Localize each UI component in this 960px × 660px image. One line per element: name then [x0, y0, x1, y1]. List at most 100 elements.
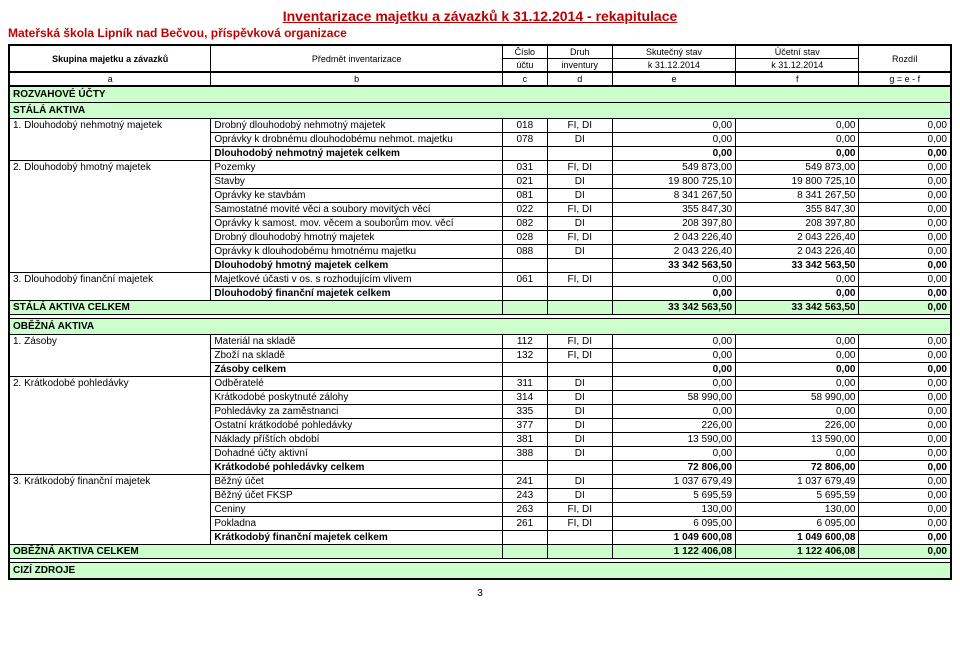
- row-f: 2 043 226,40: [736, 245, 859, 259]
- row-e: 0,00: [612, 335, 735, 349]
- row-f: 0,00: [736, 287, 859, 301]
- row-inv: DI: [547, 189, 612, 203]
- row-e: 72 806,00: [612, 461, 735, 475]
- row-g: 0,00: [859, 273, 951, 287]
- row-g: 0,00: [859, 287, 951, 301]
- row-desc: Dohadné účty aktivní: [211, 447, 503, 461]
- row-f: 1 049 600,08: [736, 531, 859, 545]
- row-inv: DI: [547, 391, 612, 405]
- row-acct: 388: [502, 447, 547, 461]
- colletter-c: c: [502, 72, 547, 86]
- obezna-aktiva-celkem-label: OBĚŽNÁ AKTIVA CELKEM: [9, 545, 502, 559]
- row-acct: 061: [502, 273, 547, 287]
- row-f: 8 341 267,50: [736, 189, 859, 203]
- group-label: 2. Dlouhodobý hmotný majetek: [9, 161, 211, 273]
- row-acct: 132: [502, 349, 547, 363]
- row-inv: DI: [547, 433, 612, 447]
- row-inv: [547, 259, 612, 273]
- row-acct: 018: [502, 119, 547, 133]
- row-desc: Pokladna: [211, 517, 503, 531]
- row-inv: DI: [547, 217, 612, 231]
- row-f: 58 990,00: [736, 391, 859, 405]
- row-inv: DI: [547, 419, 612, 433]
- row-g: 0,00: [859, 245, 951, 259]
- row-f: 0,00: [736, 405, 859, 419]
- row-acct: [502, 363, 547, 377]
- hdr-col-a: Skupina majetku a závazků: [9, 45, 211, 72]
- row-f: 33 342 563,50: [736, 259, 859, 273]
- row-inv: FI, DI: [547, 161, 612, 175]
- row-f: 5 695,59: [736, 489, 859, 503]
- row-e: 19 800 725,10: [612, 175, 735, 189]
- row-inv: DI: [547, 447, 612, 461]
- row-e: 5 695,59: [612, 489, 735, 503]
- row-desc: Dlouhodobý nehmotný majetek celkem: [211, 147, 503, 161]
- section-stala-aktiva: STÁLÁ AKTIVA: [9, 103, 951, 119]
- row-f: 0,00: [736, 349, 859, 363]
- page-number: 3: [8, 588, 952, 599]
- row-e: 8 341 267,50: [612, 189, 735, 203]
- row-inv: DI: [547, 175, 612, 189]
- row-g: 0,00: [859, 363, 951, 377]
- row-e: 0,00: [612, 363, 735, 377]
- row-inv: FI, DI: [547, 203, 612, 217]
- row-acct: 263: [502, 503, 547, 517]
- row-desc: Odběratelé: [211, 377, 503, 391]
- hdr-col-f-bot: k 31.12.2014: [736, 59, 859, 73]
- row-acct: [502, 259, 547, 273]
- row-inv: [547, 531, 612, 545]
- stala-aktiva-celkem-label: STÁLÁ AKTIVA CELKEM: [9, 301, 502, 315]
- row-acct: 377: [502, 419, 547, 433]
- row-f: 226,00: [736, 419, 859, 433]
- hdr-col-d-top: Druh: [547, 45, 612, 59]
- row-e: 130,00: [612, 503, 735, 517]
- row-f: 130,00: [736, 503, 859, 517]
- row-g: 0,00: [859, 189, 951, 203]
- row-inv: FI, DI: [547, 119, 612, 133]
- row-f: 0,00: [736, 363, 859, 377]
- row-acct: 082: [502, 217, 547, 231]
- row-e: 0,00: [612, 377, 735, 391]
- row-f: 0,00: [736, 335, 859, 349]
- row-acct: 261: [502, 517, 547, 531]
- row-inv: DI: [547, 377, 612, 391]
- row-desc: Samostatné movité věci a soubory movitýc…: [211, 203, 503, 217]
- row-e: 549 873,00: [612, 161, 735, 175]
- row-acct: [502, 287, 547, 301]
- row-desc: Oprávky k dlouhodobému hmotnému majetku: [211, 245, 503, 259]
- row-desc: Materiál na skladě: [211, 335, 503, 349]
- row-f: 2 043 226,40: [736, 231, 859, 245]
- colletter-b: b: [211, 72, 503, 86]
- row-g: 0,00: [859, 133, 951, 147]
- row-e: 0,00: [612, 447, 735, 461]
- row-g: 0,00: [859, 349, 951, 363]
- row-f: 0,00: [736, 119, 859, 133]
- row-g: 0,00: [859, 391, 951, 405]
- row-acct: 028: [502, 231, 547, 245]
- colletter-d: d: [547, 72, 612, 86]
- row-desc: Pohledávky za zaměstnanci: [211, 405, 503, 419]
- row-inv: [547, 147, 612, 161]
- row-f: 0,00: [736, 147, 859, 161]
- row-g: 0,00: [859, 335, 951, 349]
- row-f: 13 590,00: [736, 433, 859, 447]
- row-f: 0,00: [736, 447, 859, 461]
- row-g: 0,00: [859, 203, 951, 217]
- section-obezna-aktiva: OBĚŽNÁ AKTIVA: [9, 319, 951, 335]
- row-e: 0,00: [612, 119, 735, 133]
- section-cizi-zdroje: CIZÍ ZDROJE: [9, 563, 951, 580]
- table-row: 3. Dlouhodobý finanční majetekMajetkové …: [9, 273, 951, 287]
- row-e: 0,00: [612, 133, 735, 147]
- group-label: 1. Dlouhodobý nehmotný majetek: [9, 119, 211, 161]
- row-acct: 243: [502, 489, 547, 503]
- group-label: 3. Krátkodobý finanční majetek: [9, 475, 211, 545]
- row-e: 0,00: [612, 287, 735, 301]
- row-e: 0,00: [612, 405, 735, 419]
- row-g: 0,00: [859, 475, 951, 489]
- group-label: 1. Zásoby: [9, 335, 211, 377]
- row-e: 1 049 600,08: [612, 531, 735, 545]
- obezna-total-g: 0,00: [859, 545, 951, 559]
- row-acct: 088: [502, 245, 547, 259]
- colletter-e: e: [612, 72, 735, 86]
- row-e: 0,00: [612, 349, 735, 363]
